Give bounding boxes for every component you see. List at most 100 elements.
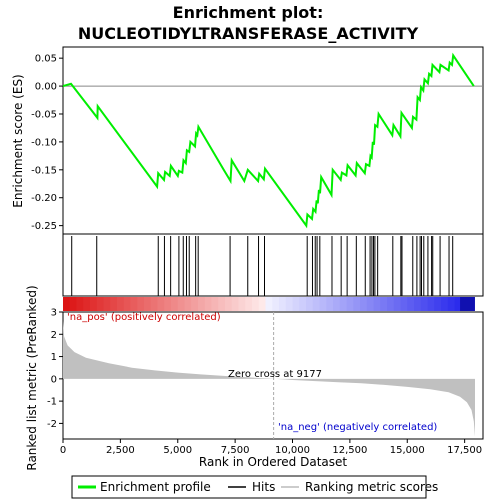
colorbar-segment (157, 297, 165, 311)
colorbar-segment (184, 297, 192, 311)
colorbar-segment (225, 297, 233, 311)
es-y-tick-label: 0.05 (35, 54, 57, 65)
rank-colorbar (63, 297, 475, 311)
enrichment-profile-line (62, 52, 475, 229)
colorbar-segment (441, 297, 449, 311)
colorbar-segment (144, 297, 152, 311)
x-tick-label: 2,500 (106, 445, 135, 456)
legend-metric-label: Ranking metric scores (305, 480, 438, 494)
negative-correlation-label: 'na_neg' (negatively correlated) (278, 422, 437, 433)
colorbar-segment (285, 297, 294, 311)
colorbar-segment (427, 297, 435, 311)
es-y-tick-label: -0.25 (31, 221, 57, 232)
es-y-tick-label: -0.05 (31, 109, 57, 120)
legend-hits-label: Hits (252, 480, 275, 494)
metric-y-tick-label: 3 (51, 308, 57, 319)
es-y-tick-label: 0.00 (35, 82, 57, 93)
colorbar-segment (150, 297, 159, 311)
x-tick-label: 5,000 (163, 445, 192, 456)
colorbar-segment (279, 297, 287, 311)
chart-title-line2: NUCLEOTIDYLTRANSFERASE_ACTIVITY (78, 24, 419, 43)
colorbar-segment (123, 297, 132, 311)
legend-enrichment-label: Enrichment profile (100, 480, 211, 494)
es-y-tick-label: -0.15 (31, 165, 57, 176)
colorbar-segment (96, 297, 105, 311)
metric-y-tick-label: 2 (51, 330, 57, 341)
colorbar-segment (137, 297, 145, 311)
colorbar-segment (387, 297, 395, 311)
metric-y-tick-label: 0 (51, 374, 57, 385)
colorbar-segment (360, 297, 368, 311)
colorbar-segment (245, 297, 253, 311)
legend-box (71, 475, 427, 499)
metric-y-axis-title: Ranked list metric (PreRanked) (25, 285, 39, 470)
colorbar-segment (373, 297, 381, 311)
colorbar-segment (414, 297, 422, 311)
colorbar-segment (319, 297, 327, 311)
colorbar-segment (130, 297, 138, 311)
colorbar-segment (117, 297, 125, 311)
colorbar-segment (171, 297, 179, 311)
colorbar-segment (218, 297, 226, 311)
colorbar-segment (333, 297, 341, 311)
colorbar-segment (460, 297, 475, 311)
es-y-axis-title: Enrichment score (ES) (11, 74, 25, 207)
metric-y-tick-label: -1 (47, 397, 57, 408)
x-tick-label: 17,500 (447, 445, 482, 456)
colorbar-segment (231, 297, 240, 311)
metric-y-tick-label: 1 (51, 352, 57, 363)
x-tick-label: 12,500 (332, 445, 367, 456)
x-tick-label: 7,500 (221, 445, 250, 456)
colorbar-segment (252, 297, 260, 311)
colorbar-segment (306, 297, 314, 311)
colorbar-segment (211, 297, 219, 311)
metric-x-axis: 0 2,500 5,000 7,500 10,000 12,500 15,000 17,500 (60, 439, 482, 456)
metric-x-axis-title: Rank in Ordered Dataset (199, 455, 347, 469)
colorbar-segment (83, 297, 91, 311)
colorbar-segment (454, 297, 462, 311)
colorbar-segment (265, 297, 273, 311)
es-y-tick-label: -0.20 (31, 193, 57, 204)
colorbar-segment (400, 297, 408, 311)
colorbar-segment (393, 297, 402, 311)
positive-correlation-label: 'na_pos' (positively correlated) (67, 312, 221, 323)
colorbar-segment (366, 297, 375, 311)
colorbar-segment (76, 297, 84, 311)
colorbar-segment (90, 297, 98, 311)
chart-title-line1: Enrichment plot: (173, 3, 324, 22)
colorbar-segment (191, 297, 199, 311)
colorbar-segment (258, 297, 267, 311)
zero-cross-label: Zero cross at 9177 (228, 369, 322, 380)
colorbar-segment (177, 297, 186, 311)
colorbar-segment (346, 297, 354, 311)
colorbar-segment (326, 297, 334, 311)
hits-marks (71, 236, 454, 296)
x-tick-label: 15,000 (390, 445, 425, 456)
colorbar-segment (110, 297, 118, 311)
colorbar-segment (299, 297, 307, 311)
colorbar-segment (353, 297, 361, 311)
metric-y-tick-label: -2 (47, 419, 57, 430)
es-y-axis: 0.05 0.00 -0.05 -0.10 -0.15 -0.20 -0.25 (31, 54, 63, 232)
colorbar-segment (164, 297, 172, 311)
colorbar-segment (292, 297, 300, 311)
colorbar-segment (103, 297, 111, 311)
x-tick-label: 10,000 (275, 445, 310, 456)
es-y-tick-label: -0.10 (31, 137, 57, 148)
colorbar-segment (198, 297, 206, 311)
colorbar-segment (63, 297, 71, 311)
colorbar-segment (238, 297, 246, 311)
colorbar-segment (272, 297, 280, 311)
colorbar-segment (339, 297, 348, 311)
colorbar-segment (420, 297, 429, 311)
x-tick-label: 0 (60, 445, 66, 456)
colorbar-segment (407, 297, 415, 311)
colorbar-segment (312, 297, 321, 311)
es-panel-frame (62, 46, 484, 235)
colorbar-segment (434, 297, 442, 311)
colorbar-segment (69, 297, 78, 311)
metric-y-axis: 3 2 1 0 -1 -2 (47, 308, 63, 430)
colorbar-segment (204, 297, 213, 311)
colorbar-segment (380, 297, 388, 311)
